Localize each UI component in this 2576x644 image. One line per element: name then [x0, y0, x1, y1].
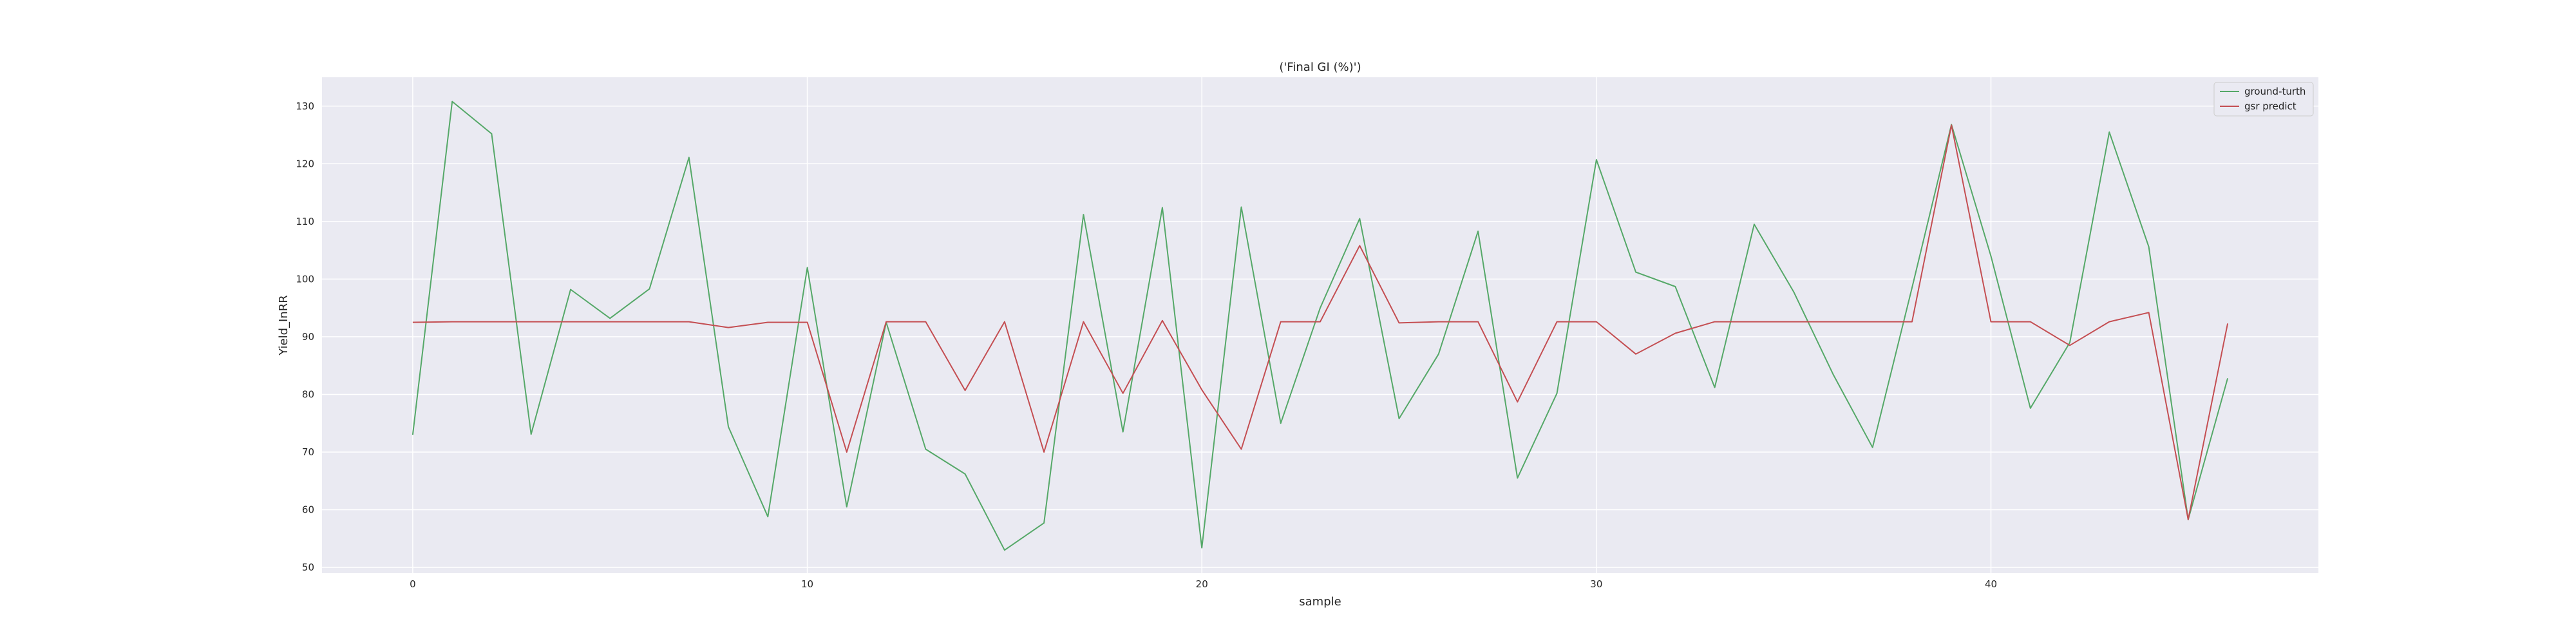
- x-axis-label: sample: [1299, 595, 1341, 609]
- x-tick-label: 40: [1985, 578, 1997, 590]
- chart-title: ('Final GI (%)'): [1279, 61, 1361, 74]
- y-tick-label: 80: [302, 388, 314, 400]
- y-tick-label: 100: [296, 273, 314, 285]
- x-tick-label: 20: [1196, 578, 1208, 590]
- series-line-gsr-predict: [412, 124, 2229, 520]
- y-axis-label: Yield_InRR: [277, 295, 290, 356]
- legend: ground-turth gsr predict: [2213, 82, 2314, 117]
- y-tick-label: 90: [302, 331, 314, 343]
- y-tick-labels: 50 60 70 80 90 100 110 120 130: [296, 100, 314, 573]
- grid-lines: [322, 77, 2318, 573]
- y-tick-label: 130: [296, 100, 314, 112]
- y-tick-label: 110: [296, 216, 314, 227]
- x-tick-label: 0: [410, 578, 416, 590]
- y-tick-label: 50: [302, 562, 314, 573]
- x-tick-label: 10: [801, 578, 813, 590]
- y-tick-label: 60: [302, 504, 314, 516]
- x-tick-labels: 0 10 20 30 40: [410, 578, 1997, 590]
- legend-label-gsr-predict: gsr predict: [2244, 100, 2297, 112]
- series-lines: [412, 100, 2229, 551]
- y-tick-label: 70: [302, 446, 314, 458]
- legend-label-ground-turth: ground-turth: [2244, 86, 2306, 97]
- y-tick-label: 120: [296, 158, 314, 169]
- x-tick-label: 30: [1590, 578, 1602, 590]
- series-line-ground-turth: [412, 100, 2229, 551]
- plot-background: [322, 77, 2318, 573]
